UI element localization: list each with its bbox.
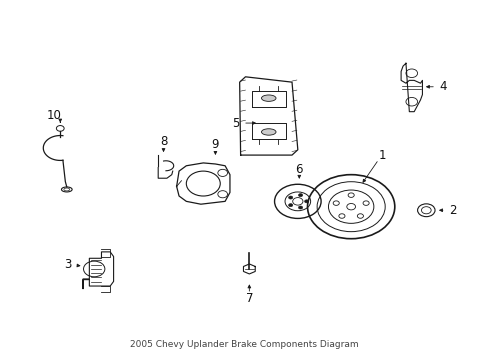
- Circle shape: [288, 196, 292, 199]
- Circle shape: [298, 194, 302, 197]
- Text: 3: 3: [64, 258, 71, 271]
- Text: 1: 1: [378, 149, 386, 162]
- Text: 2005 Chevy Uplander Brake Components Diagram: 2005 Chevy Uplander Brake Components Dia…: [130, 340, 358, 349]
- Text: 10: 10: [47, 109, 62, 122]
- Circle shape: [304, 200, 308, 203]
- Circle shape: [288, 204, 292, 207]
- Text: 8: 8: [160, 135, 167, 148]
- Circle shape: [298, 206, 302, 209]
- Text: 4: 4: [439, 80, 446, 93]
- Text: 6: 6: [295, 163, 303, 176]
- Ellipse shape: [261, 129, 275, 135]
- Text: 9: 9: [211, 138, 219, 151]
- Text: 2: 2: [448, 204, 456, 217]
- Ellipse shape: [261, 95, 275, 102]
- Text: 5: 5: [232, 117, 239, 130]
- Text: 7: 7: [245, 292, 253, 305]
